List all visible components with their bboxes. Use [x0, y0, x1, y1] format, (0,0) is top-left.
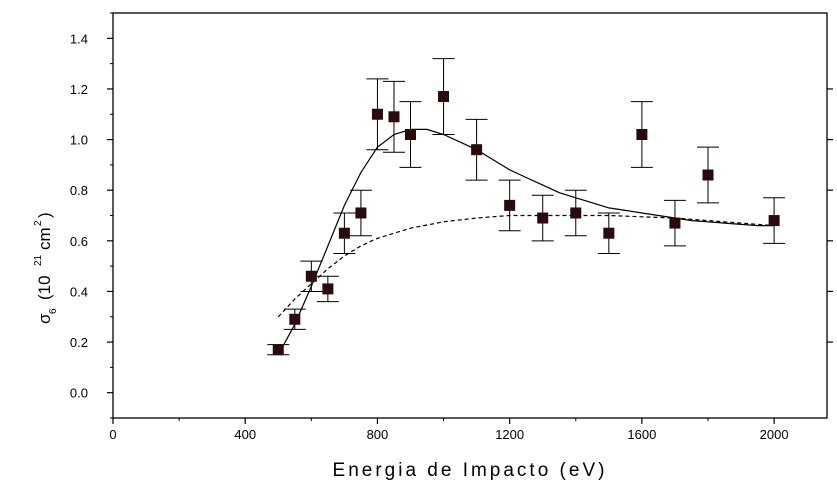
data-point [305, 270, 317, 282]
y-tick-label: 1.4 [70, 31, 88, 46]
data-point [537, 212, 549, 224]
x-tick-label: 1600 [627, 427, 656, 442]
data-point [405, 129, 416, 140]
data-point [702, 169, 714, 181]
x-axis-label: Energia de Impacto (eV) [333, 460, 608, 481]
y-tick-label: 0.8 [70, 183, 88, 198]
data-point [471, 144, 483, 156]
y-label-exponent: 21 [33, 254, 44, 266]
x-tick-label: 2000 [760, 427, 789, 442]
x-tick-label: 0 [109, 427, 116, 442]
data-point [322, 283, 334, 295]
y-tick-label: 1.0 [70, 133, 88, 148]
data-point [289, 313, 301, 325]
data-point [603, 227, 615, 239]
data-point [338, 227, 350, 239]
y-tick-label: 0.0 [70, 386, 88, 401]
y-tick-label: 0.2 [70, 335, 88, 350]
plot-frame [112, 12, 828, 419]
y-label-unit-exponent: 2 [33, 220, 44, 226]
y-axis-ticks: 0.0 0.2 0.4 0.6 0.8 1.0 1.2 1.4 [70, 12, 113, 419]
right-axis-ticks [827, 88, 833, 343]
solid-fit-curve [277, 128, 775, 355]
y-tick-label: 1.2 [70, 82, 88, 97]
data-point [388, 111, 400, 123]
y-label-open: (10 [35, 275, 54, 300]
y-tick-label: 0.4 [70, 284, 88, 299]
data-point [636, 129, 648, 140]
x-tick-label: 400 [234, 427, 256, 442]
dashed-fit-curve [277, 214, 775, 318]
y-label-close: ) [35, 212, 54, 218]
data-points [267, 58, 786, 356]
data-point [438, 91, 450, 103]
x-tick-label: 800 [367, 427, 389, 442]
y-label-subscript: 6 [48, 308, 59, 314]
data-point [272, 344, 284, 356]
data-point [570, 207, 582, 219]
data-point [371, 108, 383, 120]
data-point [355, 207, 367, 219]
data-point [768, 215, 780, 227]
data-point [504, 199, 516, 211]
fit-curves [277, 128, 775, 355]
x-axis-ticks: 0 400 800 1200 1600 2000 [109, 418, 789, 442]
y-tick-label: 0.6 [70, 234, 88, 249]
y-axis-label: σ 6 (10 21 cm 2 ) [33, 212, 59, 324]
y-label-unit: cm [35, 227, 54, 250]
y-label-sigma: σ [35, 313, 54, 324]
x-tick-label: 1200 [495, 427, 524, 442]
data-point [669, 217, 681, 229]
